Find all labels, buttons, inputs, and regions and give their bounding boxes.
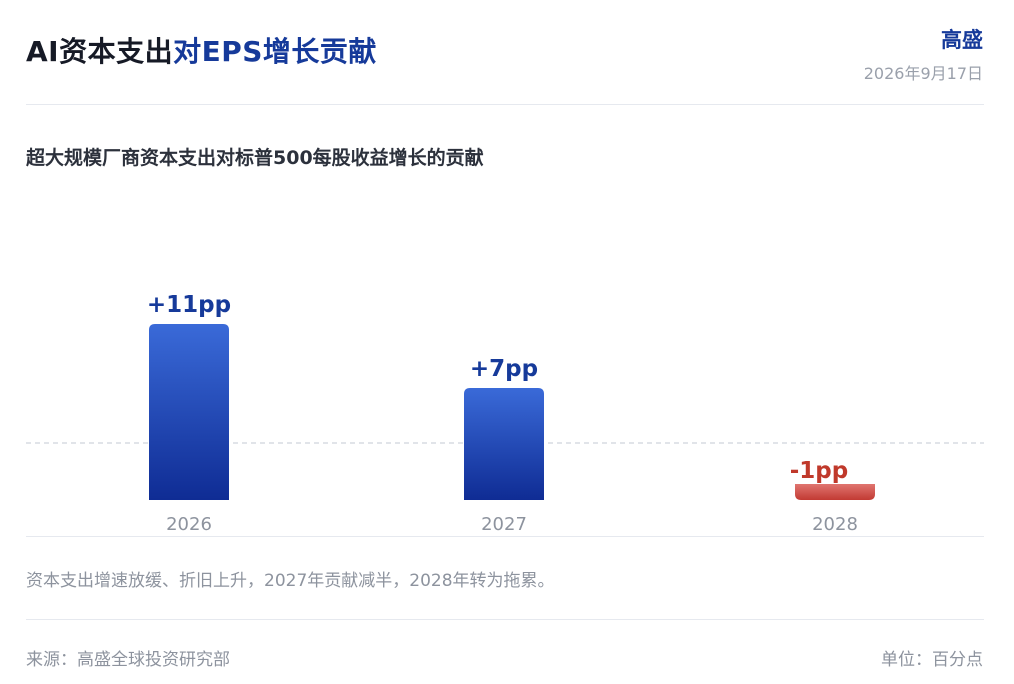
- chart-note: 资本支出增速放缓、折旧上升，2027年贡献减半，2028年转为拖累。: [26, 571, 555, 591]
- brand-name: 高盛: [941, 28, 983, 52]
- bar-2028: [795, 484, 875, 500]
- x-tick-2028: 2028: [812, 514, 858, 535]
- header-divider: [26, 104, 984, 105]
- chart-divider: [26, 536, 984, 537]
- bar-2027: [464, 388, 544, 500]
- footer-divider: [26, 619, 984, 620]
- unit-text: 单位：百分点: [881, 650, 983, 670]
- data-label-2027: +7pp: [470, 356, 538, 382]
- publish-date: 2026年9月17日: [863, 64, 983, 83]
- title-highlight: 对EPS增长贡献: [173, 35, 377, 68]
- x-tick-2026: 2026: [166, 514, 212, 535]
- bar-2026: [149, 324, 229, 500]
- page-title: AI资本支出对EPS增长贡献: [26, 30, 377, 70]
- chart-subtitle: 超大规模厂商资本支出对标普500每股收益增长的贡献: [26, 147, 484, 169]
- source-text: 来源：高盛全球投资研究部: [26, 650, 230, 670]
- title-main: AI资本支出: [26, 35, 174, 68]
- data-label-2028: -1pp: [790, 458, 848, 484]
- x-tick-2027: 2027: [481, 514, 527, 535]
- data-label-2026: +11pp: [147, 292, 231, 318]
